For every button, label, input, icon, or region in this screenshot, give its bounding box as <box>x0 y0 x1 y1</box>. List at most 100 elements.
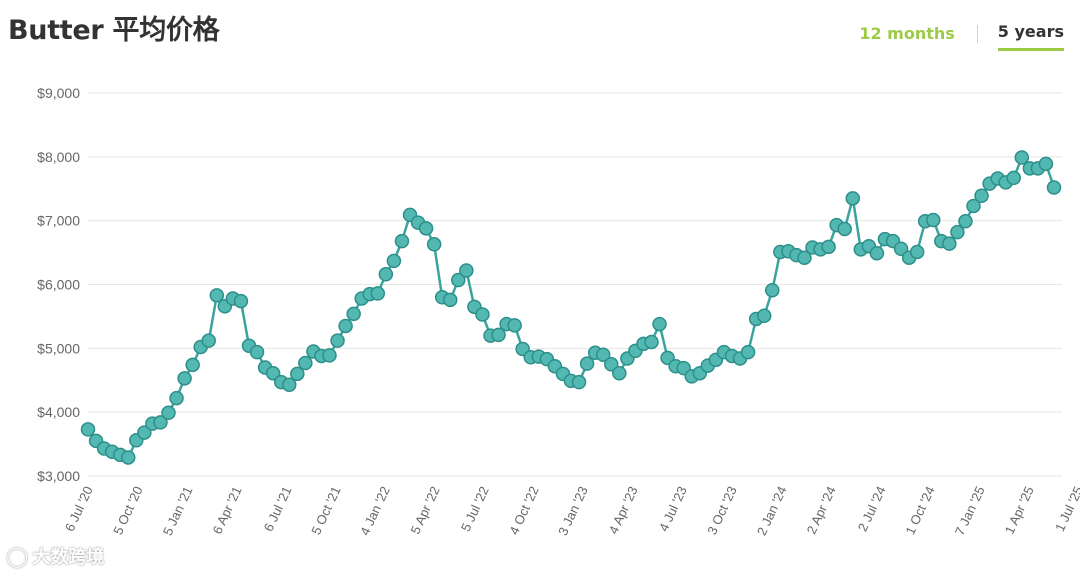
data-point <box>797 250 812 265</box>
x-tick-label: 4 Apr '23 <box>606 484 641 536</box>
watermark-text: 大数跨境 <box>32 547 105 568</box>
data-point <box>579 356 595 371</box>
data-point <box>322 348 337 363</box>
x-tick-label: 2 Jan '24 <box>754 484 790 538</box>
data-point <box>950 224 965 240</box>
data-point <box>475 307 490 322</box>
data-point <box>612 365 627 381</box>
x-tick-label: 5 Oct '21 <box>308 484 343 537</box>
data-point <box>282 377 297 392</box>
data-point <box>644 334 659 350</box>
y-tick-label: $4,000 <box>37 404 80 420</box>
gridlines <box>88 92 1062 477</box>
data-point <box>821 239 836 255</box>
data-point <box>169 390 184 406</box>
data-points <box>80 150 1062 465</box>
data-point <box>845 191 860 206</box>
x-tick-label: 1 Jul '25 <box>1052 484 1080 534</box>
y-tick-label: $5,000 <box>37 340 80 356</box>
data-point <box>756 308 772 324</box>
data-point <box>837 221 852 237</box>
y-tick-label: $7,000 <box>37 213 80 229</box>
x-tick-label: 6 Apr '21 <box>210 484 245 536</box>
data-point <box>394 233 410 249</box>
x-tick-label: 4 Oct '22 <box>506 484 541 537</box>
data-point <box>740 344 756 360</box>
data-point <box>604 357 619 372</box>
x-tick-label: 5 Jan '21 <box>160 484 196 538</box>
data-point <box>378 267 394 282</box>
data-point <box>330 333 345 348</box>
data-point <box>1006 170 1021 186</box>
x-tick-label: 4 Jan '22 <box>357 484 393 538</box>
data-point <box>909 244 925 260</box>
data-point <box>370 286 386 301</box>
x-tick-label: 3 Jan '23 <box>555 484 591 538</box>
y-tick-label: $3,000 <box>37 468 80 484</box>
data-point <box>966 198 981 214</box>
y-tick-label: $8,000 <box>37 149 80 165</box>
data-point <box>1046 180 1062 195</box>
data-point <box>346 306 361 322</box>
data-point <box>507 318 522 333</box>
data-point <box>595 347 611 362</box>
data-point <box>765 282 780 298</box>
data-point <box>265 365 281 381</box>
x-tick-label: 3 Oct '23 <box>704 484 739 537</box>
data-point <box>249 344 265 360</box>
data-point <box>338 318 353 334</box>
data-point <box>893 241 909 257</box>
x-tick-label: 6 Jul '21 <box>261 484 295 534</box>
data-point <box>571 374 587 390</box>
x-tick-label: 1 Apr '25 <box>1002 484 1037 536</box>
data-point <box>869 245 885 261</box>
data-point <box>233 293 249 309</box>
x-tick-label: 5 Jul '22 <box>458 484 492 534</box>
tab-divider <box>976 24 978 43</box>
time-range-tabs: 12 months 5 years <box>859 20 1064 51</box>
data-point <box>942 236 957 251</box>
data-point <box>161 405 176 421</box>
x-axis-labels: 6 Jul '20 5 Oct '20 5 Jan '21 6 Apr '21 6 Ju… <box>62 484 1080 538</box>
data-point <box>209 288 225 303</box>
data-point <box>185 357 200 373</box>
x-tick-label: 5 Oct '20 <box>110 484 145 537</box>
data-point <box>418 221 434 236</box>
data-point <box>137 425 152 440</box>
tab-12-months[interactable]: 12 months <box>859 23 955 43</box>
data-point <box>1014 150 1030 165</box>
data-point <box>201 333 216 348</box>
page-title: Butter 平均价格 <box>8 15 220 46</box>
data-point <box>974 188 989 204</box>
wechat-logo-icon: ◯ <box>6 544 29 568</box>
x-tick-label: 2 Jul '24 <box>855 484 889 534</box>
x-tick-label: 2 Apr '24 <box>804 484 839 536</box>
data-point <box>426 237 442 252</box>
data-point <box>443 292 458 308</box>
data-point <box>177 371 192 386</box>
data-point <box>298 355 313 371</box>
data-point <box>451 272 466 288</box>
x-tick-label: 6 Jul '20 <box>62 484 96 534</box>
y-tick-label: $6,000 <box>37 277 80 293</box>
x-tick-label: 7 Jan '25 <box>952 484 988 538</box>
x-tick-label: 1 Oct '24 <box>902 484 937 537</box>
data-point <box>491 327 506 343</box>
x-tick-label: 4 Jul '23 <box>656 484 690 534</box>
y-axis-labels: $3,000 $4,000 $5,000 $6,000 $7,000 $8,000 $9,0… <box>37 85 80 484</box>
data-point <box>80 422 96 437</box>
y-tick-label: $9,000 <box>37 85 80 101</box>
data-point <box>121 450 136 465</box>
data-point <box>386 253 402 269</box>
data-point <box>459 263 474 278</box>
tab-5-years[interactable]: 5 years <box>997 20 1064 51</box>
x-tick-label: 5 Apr '22 <box>408 484 443 536</box>
data-point <box>290 366 305 382</box>
data-point <box>958 214 973 229</box>
watermark: ◯ 大数跨境 <box>6 543 104 569</box>
data-point <box>652 316 667 332</box>
data-point <box>926 212 941 228</box>
data-point <box>153 415 168 430</box>
data-point <box>1038 156 1054 172</box>
